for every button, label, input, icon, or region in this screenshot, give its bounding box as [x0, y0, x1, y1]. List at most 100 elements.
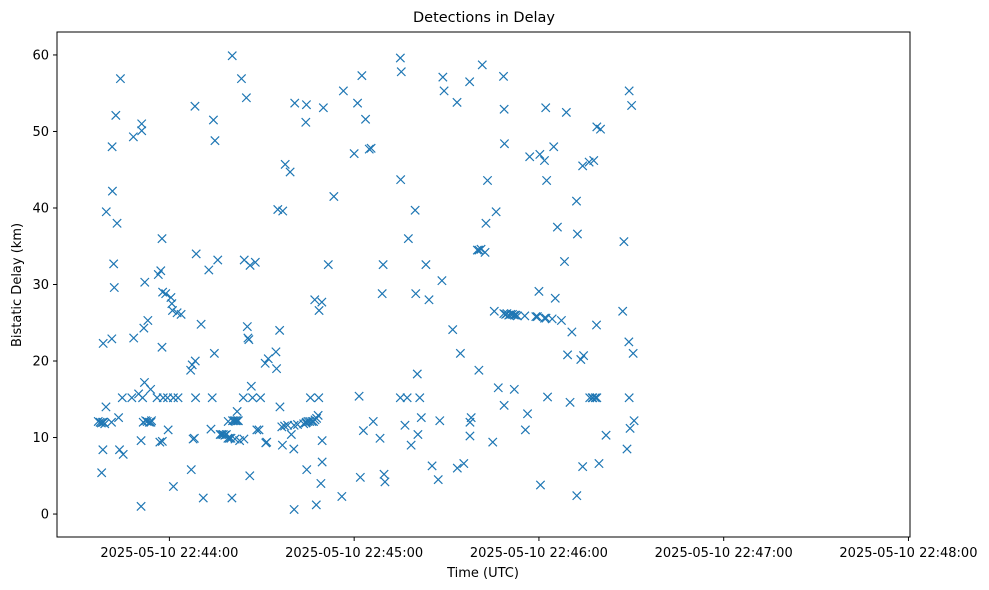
data-point — [435, 416, 445, 426]
data-point — [230, 416, 241, 426]
data-point — [482, 175, 493, 186]
data-point — [236, 74, 247, 84]
data-point — [271, 364, 282, 374]
y-tick-label: 20 — [32, 355, 49, 370]
data-point — [118, 449, 128, 459]
data-point — [594, 458, 604, 469]
data-point — [115, 74, 126, 84]
data-point — [629, 416, 639, 426]
data-point — [313, 410, 323, 420]
data-point — [289, 420, 299, 430]
data-point — [208, 115, 219, 125]
data-point — [189, 433, 199, 443]
data-point — [286, 429, 296, 440]
data-point — [379, 469, 389, 479]
data-point — [368, 416, 378, 427]
data-point — [109, 282, 119, 293]
data-point — [191, 249, 201, 259]
data-point — [499, 400, 509, 411]
data-point — [465, 77, 475, 87]
data-point — [176, 309, 186, 319]
data-point — [452, 97, 462, 108]
data-point — [578, 461, 588, 472]
data-point — [206, 424, 216, 434]
y-tick-label: 60 — [32, 48, 49, 63]
data-point — [229, 416, 239, 426]
data-point — [565, 397, 575, 407]
data-point — [305, 416, 315, 427]
data-point — [289, 444, 299, 454]
data-point — [459, 458, 469, 469]
data-point — [358, 426, 369, 436]
data-point — [250, 257, 260, 267]
data-point — [522, 409, 533, 419]
data-point — [352, 98, 363, 108]
data-point — [137, 119, 147, 129]
data-point — [624, 393, 634, 403]
data-point — [624, 86, 634, 96]
data-point — [157, 287, 168, 297]
data-point — [520, 311, 530, 321]
data-point — [349, 149, 359, 159]
data-point — [338, 86, 349, 96]
data-point — [481, 218, 491, 228]
data-point — [465, 431, 475, 441]
data-point — [571, 196, 582, 206]
data-point — [302, 465, 312, 475]
data-point — [531, 312, 541, 322]
data-point — [317, 457, 327, 467]
data-point — [541, 103, 551, 113]
data-point — [301, 100, 312, 110]
data-point — [400, 420, 410, 430]
data-point — [204, 265, 214, 275]
y-tick-label: 40 — [32, 201, 49, 216]
y-axis-label: Bistatic Delay (km) — [10, 223, 25, 347]
data-point — [157, 233, 167, 244]
data-point — [549, 142, 559, 152]
data-point — [421, 259, 431, 270]
data-point — [591, 320, 602, 330]
data-point — [396, 67, 406, 77]
data-point — [402, 393, 412, 403]
data-point — [213, 255, 223, 265]
data-point — [311, 500, 321, 510]
data-point — [552, 222, 563, 232]
data-point — [588, 393, 598, 403]
data-point — [512, 311, 522, 321]
x-tick-label: 2025-05-10 22:45:00 — [285, 546, 423, 561]
plot-frame — [56, 31, 911, 538]
data-point — [314, 305, 324, 316]
data-point — [448, 325, 458, 335]
data-point — [278, 206, 288, 216]
data-point — [158, 393, 168, 403]
data-point — [271, 347, 281, 357]
data-point — [196, 319, 206, 329]
data-point — [128, 132, 138, 142]
data-point — [156, 266, 166, 276]
data-point — [427, 461, 437, 471]
data-point — [377, 289, 387, 299]
data-point — [626, 100, 637, 111]
data-point — [279, 421, 290, 431]
data-point — [488, 437, 498, 447]
data-point — [395, 53, 405, 63]
data-point — [301, 117, 311, 127]
data-point — [535, 480, 546, 490]
x-tick-label: 2025-05-10 22:48:00 — [839, 546, 977, 561]
data-point — [263, 354, 273, 364]
data-point — [424, 295, 434, 305]
data-point — [578, 161, 588, 171]
data-point — [360, 114, 371, 124]
data-point — [101, 402, 111, 412]
data-point — [245, 471, 255, 481]
data-point — [106, 417, 117, 427]
y-tick-label: 30 — [32, 278, 49, 293]
data-point — [472, 245, 482, 255]
x-axis-label: Time (UTC) — [446, 566, 519, 581]
data-point — [498, 71, 509, 82]
data-point — [114, 445, 125, 455]
data-point — [242, 321, 252, 332]
data-point — [477, 60, 487, 70]
data-point — [232, 416, 242, 426]
data-point — [491, 207, 501, 217]
